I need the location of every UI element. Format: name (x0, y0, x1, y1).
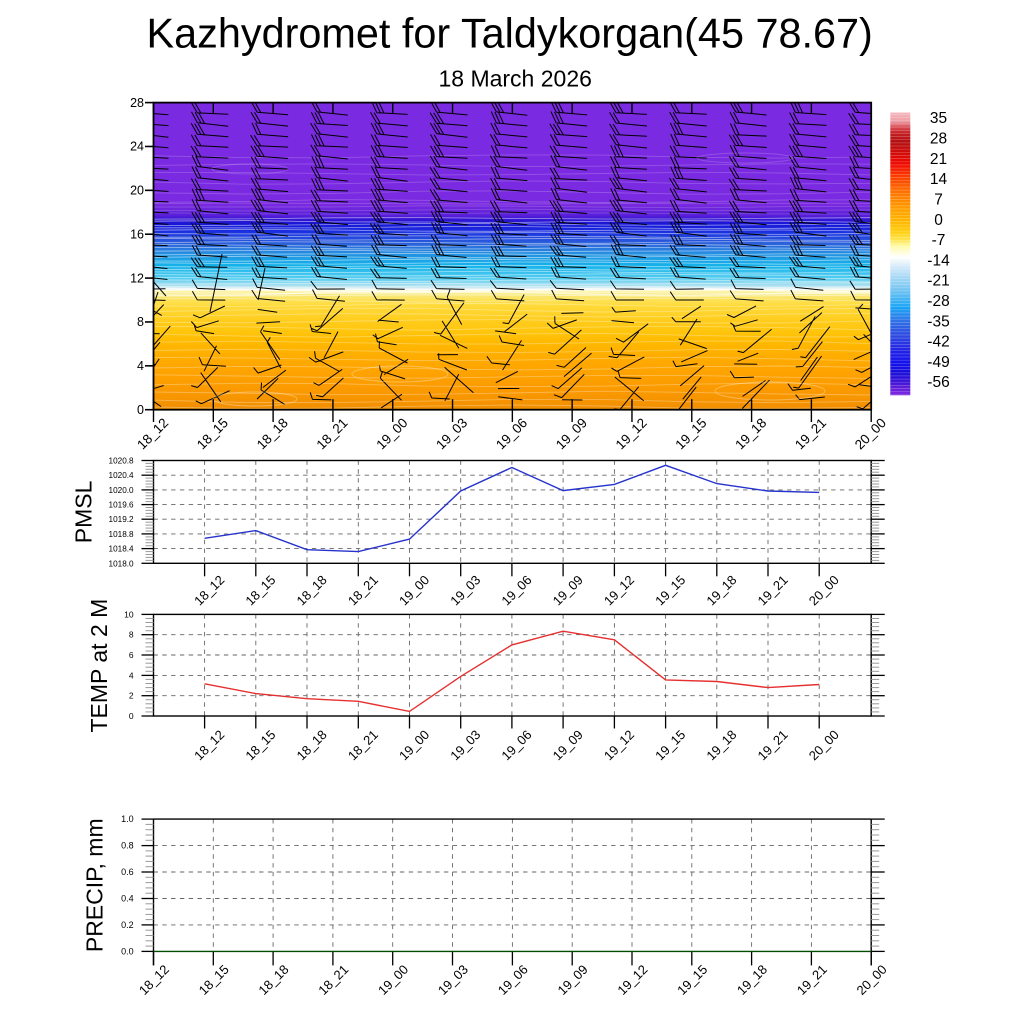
svg-text:1018.4: 1018.4 (109, 545, 134, 554)
svg-text:1018.8: 1018.8 (109, 530, 134, 539)
svg-text:-28: -28 (927, 293, 949, 310)
svg-text:4: 4 (137, 359, 144, 373)
svg-text:8: 8 (129, 630, 134, 640)
svg-text:PRECIP, mm: PRECIP, mm (82, 818, 108, 952)
svg-text:0: 0 (137, 403, 144, 417)
svg-text:1020.8: 1020.8 (109, 457, 134, 466)
svg-text:0.4: 0.4 (121, 894, 134, 904)
svg-text:1020.0: 1020.0 (109, 486, 134, 495)
svg-text:-42: -42 (927, 334, 949, 351)
svg-text:1020.4: 1020.4 (109, 471, 134, 480)
svg-text:-14: -14 (927, 252, 950, 269)
svg-text:8: 8 (137, 315, 144, 329)
svg-text:0: 0 (934, 212, 943, 229)
svg-text:-49: -49 (927, 354, 949, 371)
svg-text:0.0: 0.0 (121, 946, 134, 956)
svg-text:21: 21 (930, 151, 947, 168)
svg-text:6: 6 (129, 650, 134, 660)
svg-text:0: 0 (129, 711, 134, 721)
svg-text:TEMP at 2 M: TEMP at 2 M (86, 599, 112, 733)
svg-text:1019.6: 1019.6 (109, 501, 134, 510)
svg-text:1018.0: 1018.0 (109, 559, 134, 568)
svg-text:12: 12 (130, 271, 144, 285)
svg-text:2: 2 (129, 691, 134, 701)
svg-text:-21: -21 (927, 273, 949, 290)
svg-text:18 March 2026: 18 March 2026 (438, 65, 591, 91)
svg-text:20: 20 (130, 184, 144, 198)
svg-text:1.0: 1.0 (121, 814, 134, 824)
svg-text:10: 10 (124, 609, 134, 619)
svg-text:4: 4 (129, 670, 134, 680)
svg-text:35: 35 (930, 110, 947, 127)
svg-text:16: 16 (130, 227, 144, 241)
svg-text:-35: -35 (927, 313, 949, 330)
svg-text:28: 28 (130, 96, 144, 110)
svg-text:PMSL: PMSL (71, 480, 97, 543)
svg-text:0.6: 0.6 (121, 867, 134, 877)
svg-text:24: 24 (130, 140, 144, 154)
svg-text:0.8: 0.8 (121, 841, 134, 851)
svg-text:-7: -7 (932, 232, 946, 249)
svg-text:0.2: 0.2 (121, 920, 134, 930)
svg-text:7: 7 (934, 191, 943, 208)
svg-text:28: 28 (930, 131, 947, 148)
svg-text:14: 14 (930, 171, 948, 188)
svg-text:Kazhydromet for Taldykorgan(45: Kazhydromet for Taldykorgan(45 78.67) (147, 11, 873, 57)
svg-text:1019.2: 1019.2 (109, 515, 134, 524)
svg-text:-56: -56 (927, 374, 949, 391)
